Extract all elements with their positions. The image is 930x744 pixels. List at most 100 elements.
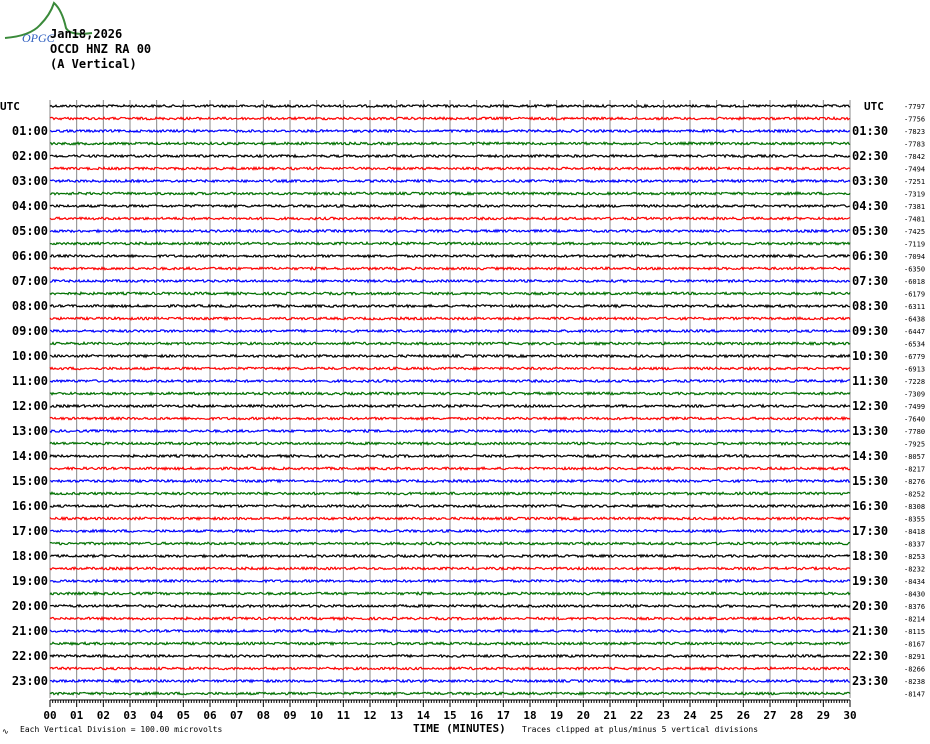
trace-offset-label: -7823: [904, 128, 925, 136]
x-tick-label: 01: [70, 709, 84, 722]
trace-offset-label: -8232: [904, 566, 925, 574]
half-hour-label: 10:30: [852, 349, 888, 363]
seismic-trace: [49, 291, 851, 296]
x-tick-label: 13: [390, 709, 403, 722]
trace-offset-label: -6913: [904, 366, 925, 374]
trace-offset-label: -7319: [904, 191, 925, 199]
x-tick-label: 17: [497, 709, 510, 722]
half-hour-label: 20:30: [852, 599, 888, 613]
seismic-trace: [50, 141, 851, 147]
half-hour-label: 09:30: [852, 324, 888, 338]
x-tick-label: 04: [150, 709, 164, 722]
opgc-logo: OPGC: [4, 1, 93, 45]
seismic-trace: [49, 441, 851, 447]
seismic-trace: [49, 628, 851, 634]
seismic-trace: [49, 353, 851, 359]
half-hour-label: 14:30: [852, 449, 888, 463]
trace-offset-label: -8337: [904, 541, 925, 549]
half-hour-label: 13:30: [852, 424, 888, 438]
x-tick-label: 22: [630, 709, 643, 722]
trace-offset-label: -8376: [904, 603, 925, 611]
trace-offset-label: -6534: [904, 341, 925, 349]
hour-label: 14:00: [12, 449, 48, 463]
half-hour-label: 21:30: [852, 624, 888, 638]
hour-label: 19:00: [12, 574, 48, 588]
trace-offset-label: -7783: [904, 141, 925, 149]
x-tick-label: 27: [763, 709, 776, 722]
x-tick-label: 26: [737, 709, 751, 722]
x-tick-label: 14: [417, 709, 431, 722]
seismic-trace: [49, 378, 850, 384]
station-label: OCCD HNZ RA 00: [50, 42, 152, 56]
seismic-trace: [49, 153, 851, 159]
seismic-trace: [49, 453, 851, 459]
trace-offset-label: -8217: [904, 466, 925, 474]
date-label: Jan18,2026: [50, 27, 123, 41]
trace-offset-label: -6018: [904, 278, 925, 286]
seismic-trace: [49, 590, 851, 597]
clip-note: Traces clipped at plus/minus 5 vertical …: [522, 725, 759, 734]
seismic-trace: [49, 615, 851, 622]
scale-note: Each Vertical Division = 100.00 microvol…: [20, 725, 223, 734]
x-tick-label: 00: [43, 709, 56, 722]
x-axis-title: TIME (MINUTES): [413, 722, 506, 735]
hour-label: 07:00: [12, 274, 48, 288]
trace-offset-label: -6438: [904, 316, 925, 324]
x-tick-label: 18: [523, 709, 536, 722]
seismic-trace: [49, 478, 851, 484]
trace-offset-label: -7481: [904, 216, 925, 224]
trace-offset-label: -8308: [904, 503, 925, 511]
hour-label: 21:00: [12, 624, 48, 638]
trace-offset-label: -7756: [904, 116, 925, 124]
x-tick-label: 28: [790, 709, 803, 722]
hour-label: 23:00: [12, 674, 48, 688]
trace-offset-label: -7925: [904, 441, 925, 449]
component-label: (A Vertical): [50, 57, 137, 71]
trace-offset-label: -7797: [904, 103, 925, 111]
seismic-trace: [49, 203, 850, 209]
hour-label: 06:00: [12, 249, 48, 263]
trace-offset-label: -6179: [904, 291, 925, 299]
x-tick-label: 23: [657, 709, 670, 722]
trace-offset-label: -7780: [904, 428, 925, 436]
trace-offset-label: -6350: [904, 266, 925, 274]
x-tick-label: 06: [203, 709, 217, 722]
half-hour-label: 18:30: [852, 549, 888, 563]
trace-offset-label: -7842: [904, 153, 925, 161]
hour-label: 20:00: [12, 599, 48, 613]
hour-label: 22:00: [12, 649, 48, 663]
half-hour-label: 16:30: [852, 499, 888, 513]
hour-label: 13:00: [12, 424, 48, 438]
trace-offset-label: -8214: [904, 616, 925, 624]
half-hour-label: 01:30: [852, 124, 888, 138]
left-utc-title: UTC: [0, 100, 20, 113]
seismic-trace: [49, 491, 851, 496]
seismic-trace: [49, 190, 851, 197]
trace-offset-label: -7119: [904, 241, 925, 249]
trace-offset-label: -7251: [904, 178, 925, 186]
trace-offset-label: -8418: [904, 528, 925, 536]
half-hour-label: 12:30: [852, 399, 888, 413]
seismic-trace: [49, 340, 851, 346]
x-tick-label: 11: [337, 709, 351, 722]
seismic-trace: [49, 653, 851, 659]
seismic-trace: [49, 603, 851, 609]
hour-label: 09:00: [12, 324, 48, 338]
seismic-trace: [49, 303, 851, 309]
trace-offset-label: -8115: [904, 628, 925, 636]
hour-label: 08:00: [12, 299, 48, 313]
trace-offset-label: -7494: [904, 166, 925, 174]
logo-text: OPGC: [22, 31, 56, 45]
x-tick-label: 21: [603, 709, 617, 722]
half-hour-label: 04:30: [852, 199, 888, 213]
trace-offset-label: -8167: [904, 641, 925, 649]
trace-offset-label: -8238: [904, 678, 925, 686]
hour-label: 11:00: [12, 374, 48, 388]
trace-offset-label: -7309: [904, 391, 925, 399]
hour-label: 10:00: [12, 349, 48, 363]
hour-label: 18:00: [12, 549, 48, 563]
seismic-trace: [49, 503, 851, 509]
seismic-trace: [49, 578, 851, 584]
x-tick-label: 08: [257, 709, 270, 722]
